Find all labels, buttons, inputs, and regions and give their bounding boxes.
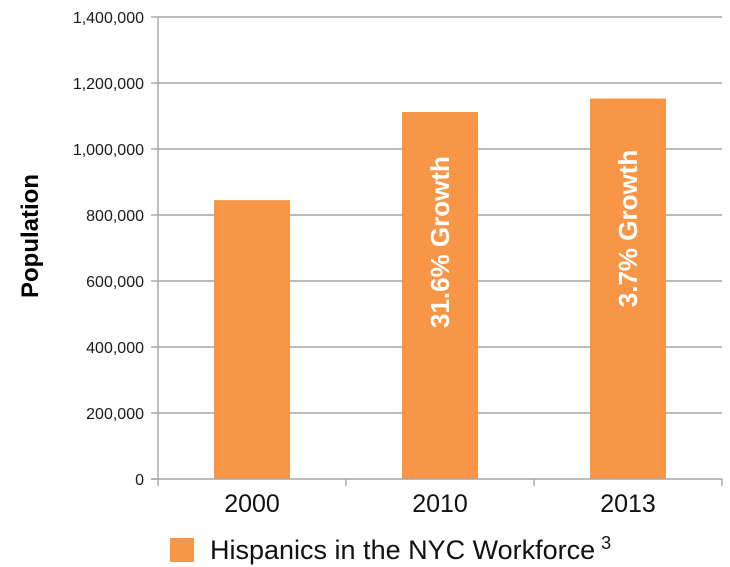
y-tick-label: 600,000 [86, 274, 144, 291]
legend-label-text: Hispanics in the NYC Workforce [210, 535, 595, 565]
x-axis-category-labels: 2000 2010 2013 [224, 490, 656, 518]
legend-swatch [170, 538, 194, 562]
y-tick-label: 800,000 [86, 208, 144, 225]
legend-label: Hispanics in the NYC Workforce 3 [210, 533, 611, 565]
y-tick-label: 400,000 [86, 340, 144, 357]
axes [151, 16, 723, 486]
y-tick-label: 200,000 [86, 406, 144, 423]
bar-data-label: 3.7% Growth [613, 150, 643, 307]
y-axis-title: Population [17, 174, 44, 298]
x-tick-label: 2010 [412, 490, 468, 518]
legend: Hispanics in the NYC Workforce 3 [170, 533, 611, 565]
bar-2000 [214, 200, 290, 479]
x-tick-label: 2013 [600, 490, 656, 518]
y-tick-label: 1,200,000 [73, 76, 144, 93]
y-axis-tick-labels: 0 200,000 400,000 600,000 800,000 1,000,000 1,… [73, 10, 144, 489]
y-tick-label: 1,000,000 [73, 142, 144, 159]
bar-data-labels: 31.6% Growth 3.7% Growth [425, 150, 643, 328]
bar-data-label: 31.6% Growth [425, 156, 455, 328]
x-tick-label: 2000 [224, 490, 280, 518]
y-tick-label: 0 [135, 472, 144, 489]
bar-2013 [590, 98, 666, 479]
legend-superscript: 3 [601, 533, 611, 553]
y-tick-label: 1,400,000 [73, 10, 144, 27]
bars [214, 98, 666, 479]
bar-2010 [402, 112, 478, 479]
